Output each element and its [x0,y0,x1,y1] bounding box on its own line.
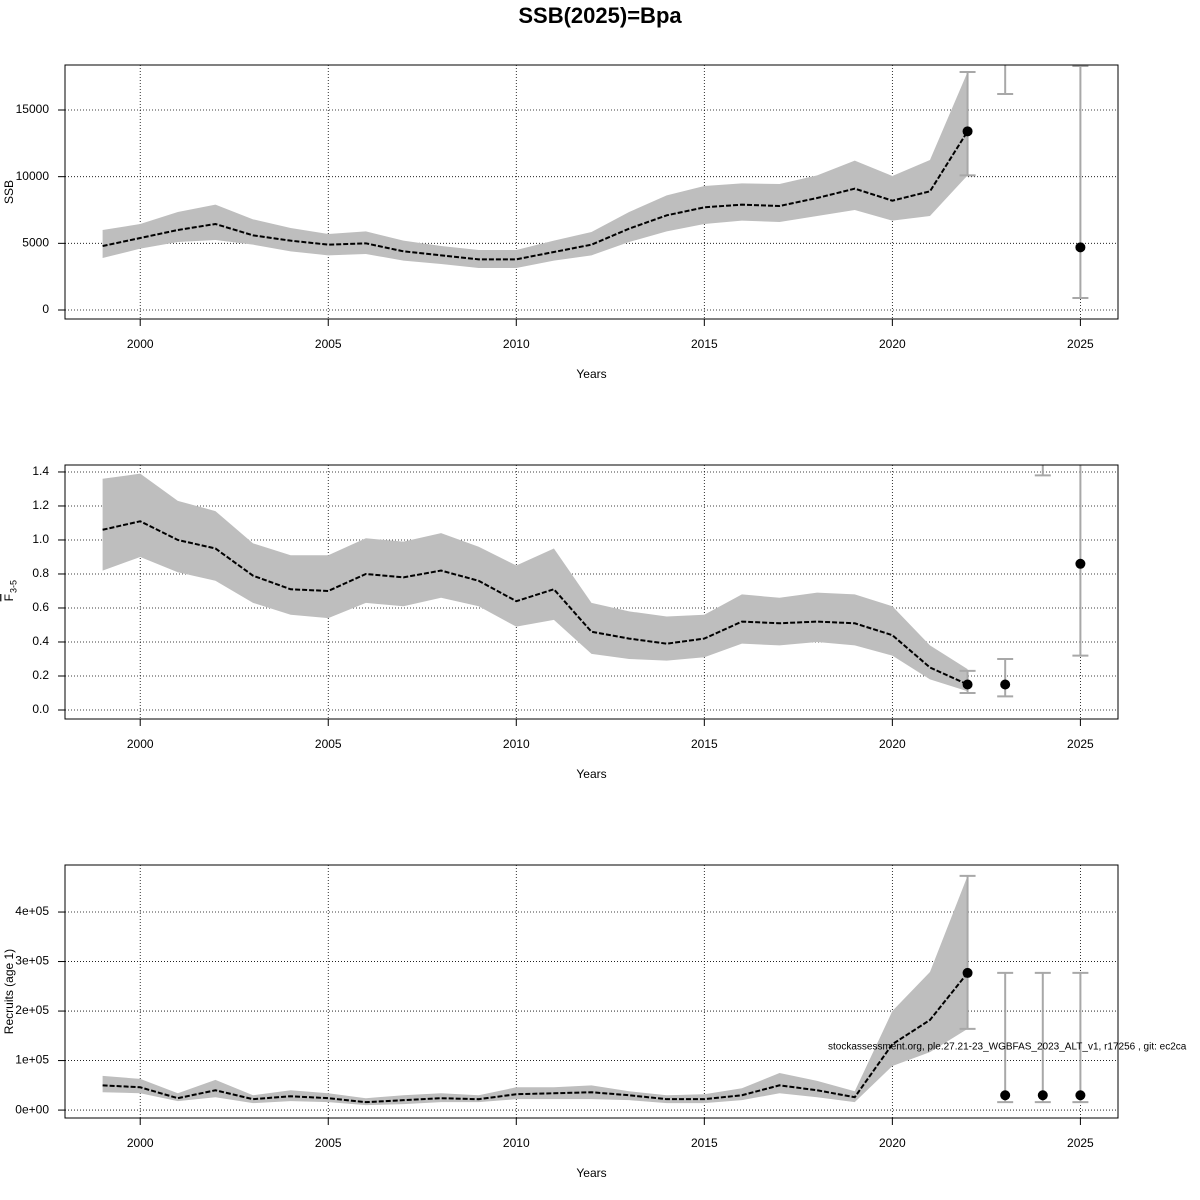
y-tick-label: 0.6 [32,600,49,614]
x-tick-label: 2015 [691,737,718,751]
x-tick-label: 2005 [315,737,342,751]
y-tick-label: 1e+05 [15,1053,49,1067]
y-tick-label: 4e+05 [15,904,49,918]
point [1075,242,1086,253]
x-axis-label: Years [576,367,606,381]
y-axis-label-subscript: 3-5 [8,580,18,593]
plot-area [102,65,1089,299]
estimate-line [102,520,968,686]
y-tick-label: 0.0 [32,702,49,716]
y-tick-label: 1.2 [32,498,49,512]
y-tick-label: 0e+00 [15,1102,49,1116]
point [962,967,973,978]
x-tick-label: 2000 [127,337,154,351]
x-tick-label: 2010 [503,1136,530,1150]
plot-area [102,465,1089,698]
point [1000,679,1011,690]
panel: 2000 2005 2010 2015 2020 2025 0 5000 10000 15000 Y… [2,64,1119,381]
y-axis-label: SSB [2,180,16,204]
x-axis-label: Years [576,1166,606,1180]
y-axis-label: Recruits (age 1) [2,949,16,1034]
x-tick-label: 2020 [879,337,906,351]
y-axis-label-group: Recruits (age 1) [2,949,16,1034]
y-tick-label: 1.4 [32,464,49,478]
x-tick-label: 2010 [503,737,530,751]
point [1075,558,1086,569]
panel: 2000 2005 2010 2015 2020 2025 0e+00 1e+05 2e+05 3… [2,864,1187,1180]
x-tick-label: 2010 [503,337,530,351]
y-tick-label: 15000 [16,102,50,116]
x-tick-label: 2005 [315,1136,342,1150]
x-tick-label: 2025 [1067,737,1094,751]
x-tick-label: 2000 [127,1136,154,1150]
plot-frame [64,864,1119,1119]
point [1000,1090,1011,1101]
plot-frame [64,64,1119,320]
y-tick-label: 0.4 [32,634,49,648]
confidence-band [102,473,968,692]
y-tick-label: 0.8 [32,566,49,580]
figure-title: SSB(2025)=Bpa [518,3,682,28]
y-axis-label-group: SSB [2,180,16,204]
x-axis-label: Years [576,767,606,781]
confidence-band [102,875,968,1106]
plot-area [102,874,1089,1106]
x-tick-label: 2025 [1067,1136,1094,1150]
x-tick-label: 2020 [879,1136,906,1150]
plot-frame [64,464,1119,720]
point [1037,1090,1048,1101]
y-tick-label: 3e+05 [15,954,49,968]
y-tick-label: 0 [42,302,49,316]
point [962,126,973,137]
x-tick-label: 2000 [127,737,154,751]
estimate-line [102,130,969,261]
y-axis-label: F [2,594,16,601]
estimate-line [102,972,969,1104]
point [1075,1090,1086,1101]
y-tick-label: 1.0 [32,532,49,546]
point [962,679,973,690]
x-tick-label: 2025 [1067,337,1094,351]
x-tick-label: 2020 [879,737,906,751]
y-tick-label: 2e+05 [15,1003,49,1017]
y-tick-label: 0.2 [32,668,49,682]
confidence-band [102,72,968,268]
annotation: stockassessment.org, ple.27.21-23_WGBFAS… [828,1042,1187,1053]
y-axis-label-group: F3-5 [2,580,18,601]
x-tick-label: 2005 [315,337,342,351]
y-tick-label: 5000 [22,236,49,250]
x-tick-label: 2015 [691,337,718,351]
x-tick-label: 2015 [691,1136,718,1150]
y-tick-label: 10000 [16,169,50,183]
panel: 2000 2005 2010 2015 2020 2025 0.0 0.2 0.4 0.6 0.8 1… [2,464,1119,781]
